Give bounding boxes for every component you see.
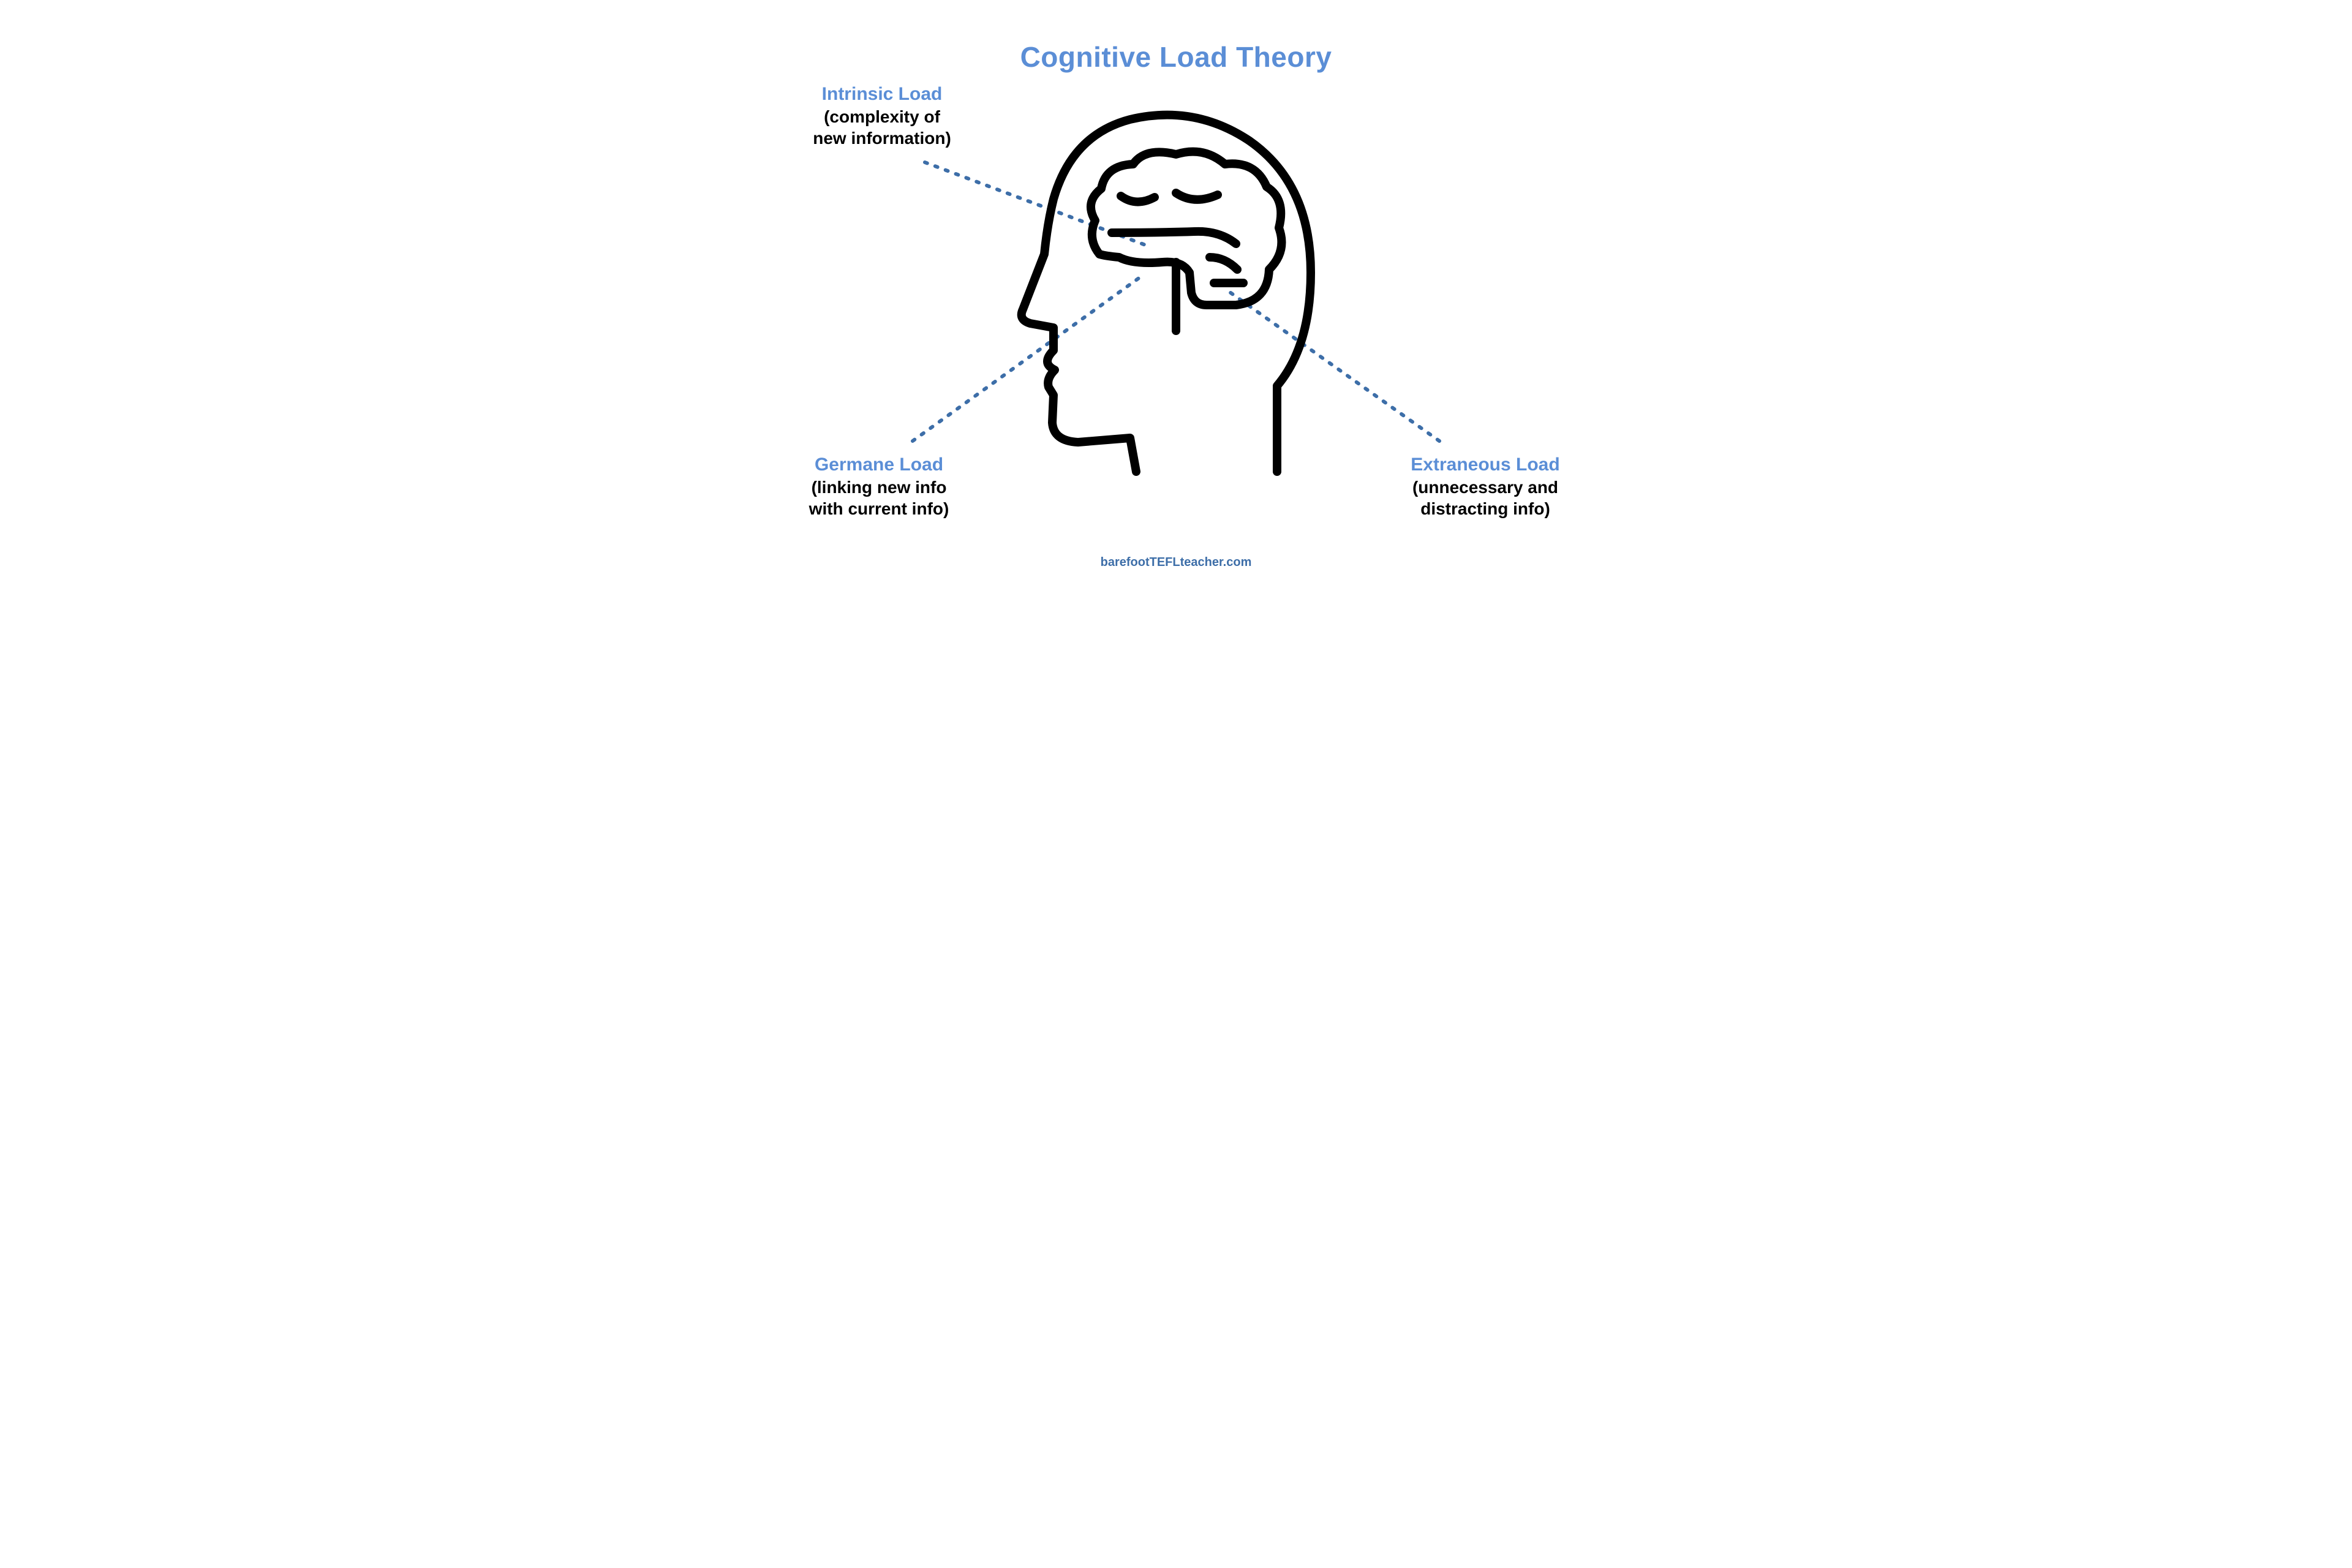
diagram-stage: Cognitive Load Theory Intrinsic Load (c xyxy=(753,0,1599,581)
connector-extraneous xyxy=(1228,291,1439,441)
label-intrinsic-desc1: (complexity of xyxy=(796,106,968,127)
label-extraneous: Extraneous Load (unnecessary and distrac… xyxy=(1393,453,1577,519)
label-intrinsic-desc2: new information) xyxy=(796,127,968,149)
label-extraneous-desc1: (unnecessary and xyxy=(1393,477,1577,498)
brain-fold-3 xyxy=(1112,232,1236,244)
label-germane-desc1: (linking new info xyxy=(787,477,971,498)
footer-credit: barefootTEFLteacher.com xyxy=(753,556,1599,570)
head-outline xyxy=(1022,115,1311,472)
footer-post: teacher.com xyxy=(1180,556,1252,569)
label-germane-heading: Germane Load xyxy=(787,453,971,477)
label-extraneous-desc2: distracting info) xyxy=(1393,498,1577,519)
label-germane: Germane Load (linking new info with curr… xyxy=(787,453,971,519)
label-germane-desc2: with current info) xyxy=(787,498,971,519)
brain-fold-2 xyxy=(1176,193,1218,200)
brain-fold-4 xyxy=(1210,257,1237,270)
brain-fold-1 xyxy=(1121,196,1155,202)
label-intrinsic-heading: Intrinsic Load xyxy=(796,83,968,106)
footer-pre: barefoot xyxy=(1101,556,1150,569)
footer-bold: TEFL xyxy=(1150,556,1180,569)
label-intrinsic: Intrinsic Load (complexity of new inform… xyxy=(796,83,968,149)
head-brain-icon xyxy=(1022,115,1311,472)
label-extraneous-heading: Extraneous Load xyxy=(1393,453,1577,477)
